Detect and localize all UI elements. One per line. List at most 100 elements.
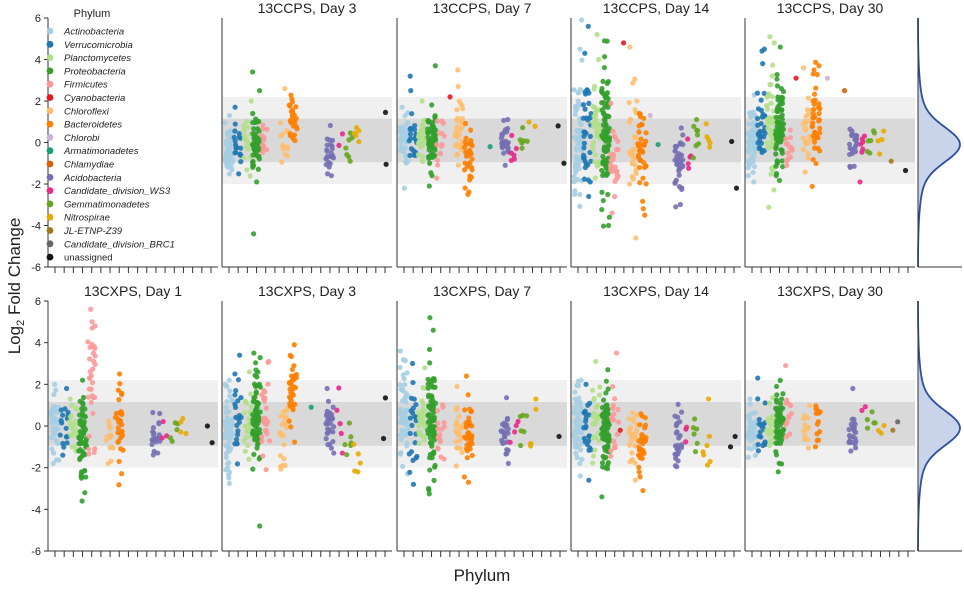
data-point — [118, 446, 124, 452]
data-point — [814, 421, 821, 427]
data-point — [235, 377, 242, 383]
data-point — [633, 170, 639, 176]
data-point — [53, 457, 60, 463]
data-point — [167, 435, 174, 441]
data-point — [800, 65, 807, 71]
data-point — [178, 429, 184, 435]
data-point — [812, 59, 819, 65]
data-point — [427, 418, 433, 424]
data-point — [259, 392, 265, 398]
data-point — [150, 452, 156, 458]
data-point — [407, 415, 414, 421]
data-point — [253, 416, 259, 422]
data-point — [580, 102, 587, 108]
data-point — [289, 96, 295, 102]
data-point — [676, 448, 682, 454]
data-point — [324, 147, 330, 153]
data-point — [260, 396, 267, 402]
data-point — [225, 446, 232, 452]
data-point — [755, 375, 761, 381]
data-point — [617, 427, 623, 433]
data-point — [814, 431, 820, 437]
data-point — [583, 381, 589, 387]
data-point — [610, 402, 616, 408]
data-point — [776, 412, 782, 418]
data-point — [613, 169, 619, 175]
data-point — [678, 165, 684, 171]
legend-entry: Planctomycetes — [64, 53, 131, 64]
data-point — [675, 414, 681, 420]
data-point — [223, 467, 229, 473]
data-point — [572, 404, 578, 410]
data-point — [462, 120, 469, 127]
data-point — [574, 382, 580, 388]
legend-marker — [46, 227, 54, 234]
data-point — [590, 453, 597, 459]
data-point — [817, 130, 823, 136]
data-point — [429, 440, 435, 447]
data-point — [768, 81, 774, 88]
data-point — [676, 172, 682, 178]
panel-title: 13CXPS, Day 30 — [777, 283, 883, 299]
data-point — [603, 390, 609, 396]
data-point — [425, 141, 432, 147]
data-point — [67, 396, 73, 402]
data-point — [73, 430, 79, 436]
legend-entry: Nitrospirae — [64, 213, 110, 224]
data-point — [748, 128, 754, 134]
data-point — [233, 436, 240, 442]
data-point — [587, 149, 593, 156]
data-point — [587, 179, 593, 185]
data-point — [814, 437, 820, 444]
data-point — [615, 138, 621, 144]
data-point — [79, 377, 86, 383]
data-point — [421, 434, 428, 440]
data-point — [678, 444, 685, 451]
data-point — [402, 382, 408, 388]
data-point — [402, 357, 408, 364]
data-point — [572, 418, 578, 424]
data-point — [639, 455, 645, 461]
data-point — [747, 413, 753, 419]
data-point — [224, 398, 230, 405]
data-point — [399, 411, 405, 418]
legend-title: Phylum — [74, 8, 111, 20]
data-point — [487, 144, 493, 150]
data-point — [457, 445, 464, 451]
data-point — [459, 102, 465, 109]
data-point — [691, 123, 697, 129]
data-point — [400, 372, 406, 378]
data-point — [279, 132, 285, 138]
data-point — [528, 441, 534, 447]
data-point — [575, 414, 582, 421]
data-point — [241, 410, 248, 416]
legend-entry: Verrucomicrobia — [64, 40, 133, 51]
data-point — [408, 88, 414, 94]
data-point — [420, 158, 426, 165]
data-point — [783, 362, 789, 369]
data-point — [85, 394, 91, 400]
data-point — [577, 473, 583, 479]
data-point — [561, 160, 567, 166]
data-point — [777, 44, 783, 50]
data-point — [586, 100, 592, 106]
data-point — [78, 475, 85, 481]
data-point — [469, 167, 475, 173]
data-point — [637, 111, 643, 117]
data-point — [773, 171, 780, 177]
data-point — [88, 386, 94, 392]
data-point — [513, 422, 519, 429]
data-point — [604, 113, 611, 119]
data-point — [572, 427, 578, 433]
data-point — [429, 102, 435, 108]
data-point — [86, 433, 92, 440]
data-point — [599, 86, 605, 92]
data-point — [347, 158, 353, 164]
data-point — [860, 139, 866, 145]
data-point — [254, 402, 260, 408]
data-point — [857, 179, 863, 185]
data-point — [849, 150, 856, 156]
data-point — [86, 446, 92, 452]
data-point — [291, 132, 298, 138]
data-point — [603, 122, 609, 128]
